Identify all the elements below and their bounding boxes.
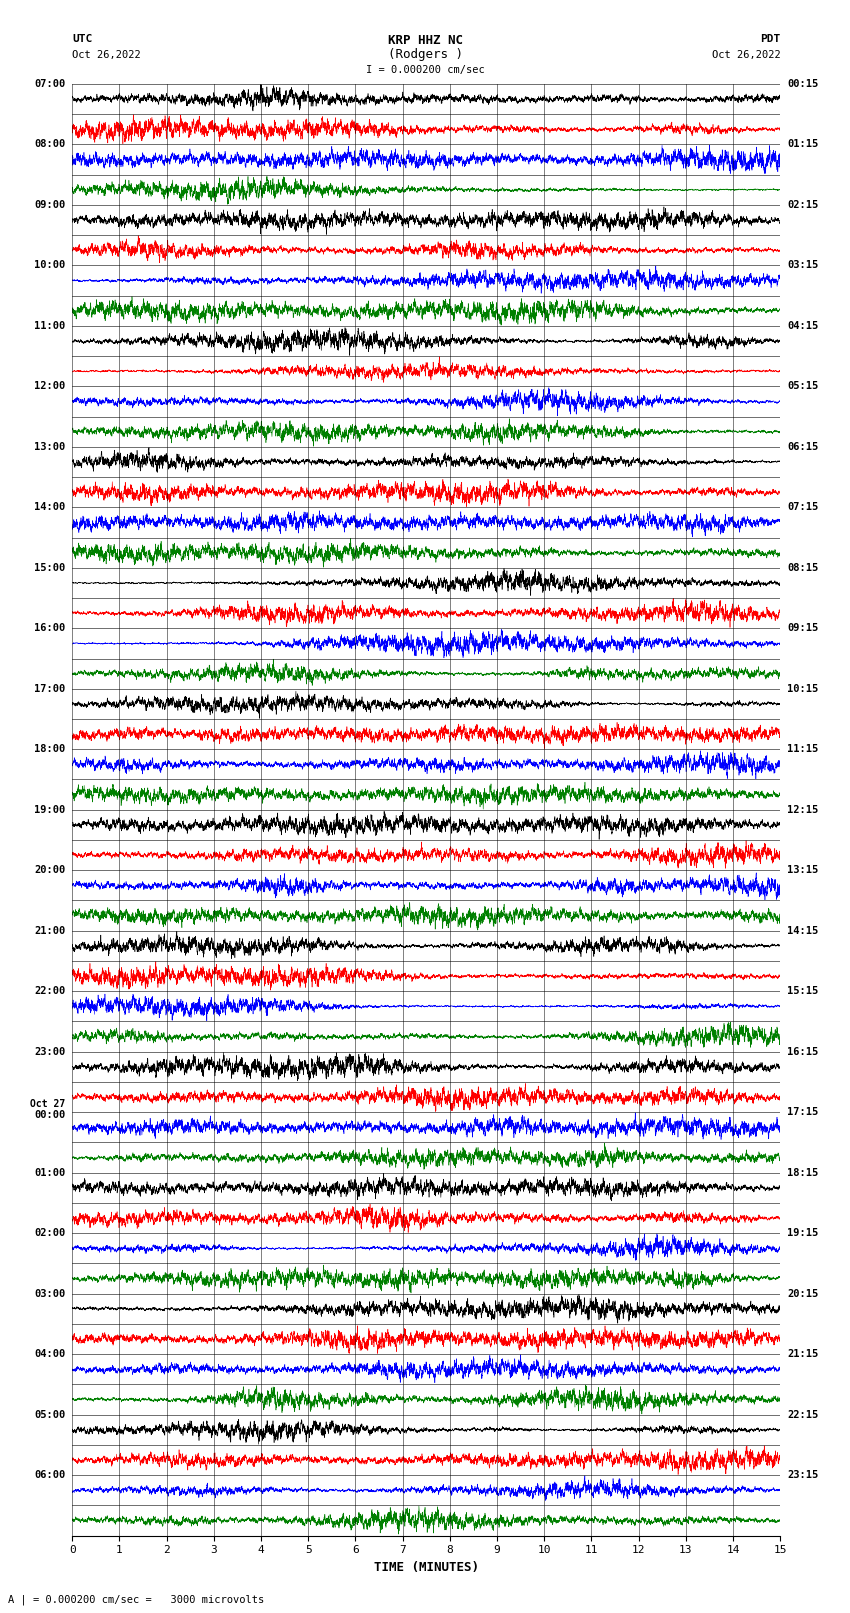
Text: 22:00: 22:00 [34, 986, 65, 997]
Text: 03:15: 03:15 [787, 260, 819, 271]
Text: 00:15: 00:15 [787, 79, 819, 89]
Text: 18:00: 18:00 [34, 744, 65, 755]
Text: UTC: UTC [72, 34, 93, 44]
Text: 23:00: 23:00 [34, 1047, 65, 1057]
Text: 16:15: 16:15 [787, 1047, 819, 1057]
Text: 08:00: 08:00 [34, 139, 65, 150]
Text: 09:00: 09:00 [34, 200, 65, 210]
Text: 15:00: 15:00 [34, 563, 65, 573]
X-axis label: TIME (MINUTES): TIME (MINUTES) [374, 1561, 479, 1574]
Text: 09:15: 09:15 [787, 623, 819, 634]
Text: A | = 0.000200 cm/sec =   3000 microvolts: A | = 0.000200 cm/sec = 3000 microvolts [8, 1594, 264, 1605]
Text: 02:00: 02:00 [34, 1227, 65, 1239]
Text: I = 0.000200 cm/sec: I = 0.000200 cm/sec [366, 65, 484, 74]
Text: 22:15: 22:15 [787, 1410, 819, 1419]
Text: (Rodgers ): (Rodgers ) [388, 48, 462, 61]
Text: 21:15: 21:15 [787, 1348, 819, 1360]
Text: Oct 27: Oct 27 [30, 1098, 65, 1108]
Text: 15:15: 15:15 [787, 986, 819, 997]
Text: 10:00: 10:00 [34, 260, 65, 271]
Text: 23:15: 23:15 [787, 1469, 819, 1481]
Text: 19:15: 19:15 [787, 1227, 819, 1239]
Text: 01:15: 01:15 [787, 139, 819, 150]
Text: 14:00: 14:00 [34, 502, 65, 513]
Text: 04:15: 04:15 [787, 321, 819, 331]
Text: 18:15: 18:15 [787, 1168, 819, 1177]
Text: 12:15: 12:15 [787, 805, 819, 815]
Text: 14:15: 14:15 [787, 926, 819, 936]
Text: Oct 26,2022: Oct 26,2022 [711, 50, 780, 60]
Text: 20:15: 20:15 [787, 1289, 819, 1298]
Text: 05:15: 05:15 [787, 381, 819, 392]
Text: 21:00: 21:00 [34, 926, 65, 936]
Text: 20:00: 20:00 [34, 865, 65, 876]
Text: KRP HHZ NC: KRP HHZ NC [388, 34, 462, 47]
Text: 02:15: 02:15 [787, 200, 819, 210]
Text: PDT: PDT [760, 34, 780, 44]
Text: 05:00: 05:00 [34, 1410, 65, 1419]
Text: 01:00: 01:00 [34, 1168, 65, 1177]
Text: 13:15: 13:15 [787, 865, 819, 876]
Text: 19:00: 19:00 [34, 805, 65, 815]
Text: 08:15: 08:15 [787, 563, 819, 573]
Text: 17:15: 17:15 [787, 1107, 819, 1118]
Text: 00:00: 00:00 [34, 1110, 65, 1119]
Text: 11:15: 11:15 [787, 744, 819, 755]
Text: 17:00: 17:00 [34, 684, 65, 694]
Text: 03:00: 03:00 [34, 1289, 65, 1298]
Text: Oct 26,2022: Oct 26,2022 [72, 50, 141, 60]
Text: 12:00: 12:00 [34, 381, 65, 392]
Text: 07:00: 07:00 [34, 79, 65, 89]
Text: 04:00: 04:00 [34, 1348, 65, 1360]
Text: 07:15: 07:15 [787, 502, 819, 513]
Text: 13:00: 13:00 [34, 442, 65, 452]
Text: 10:15: 10:15 [787, 684, 819, 694]
Text: 16:00: 16:00 [34, 623, 65, 634]
Text: 06:15: 06:15 [787, 442, 819, 452]
Text: 11:00: 11:00 [34, 321, 65, 331]
Text: 06:00: 06:00 [34, 1469, 65, 1481]
